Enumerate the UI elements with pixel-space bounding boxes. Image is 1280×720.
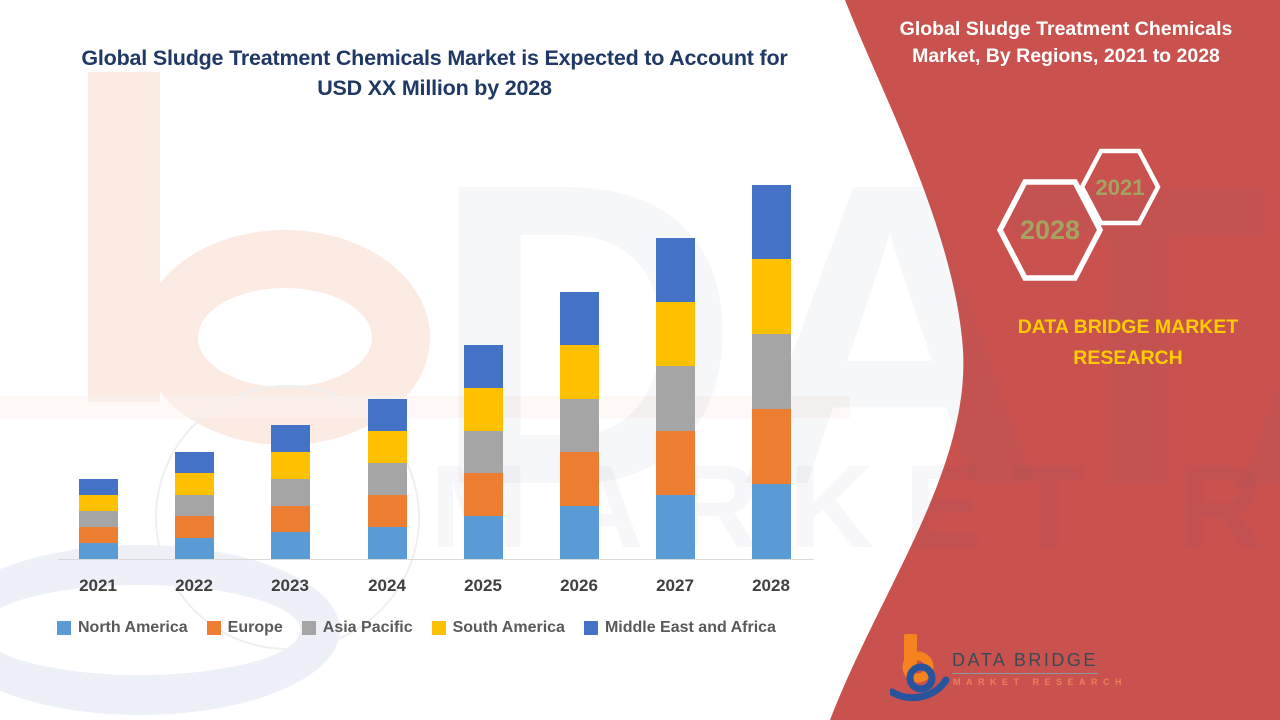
legend-label: Asia Pacific <box>322 619 413 636</box>
bar-segment-2026-asia-pacific <box>559 398 599 452</box>
bar-2025 <box>463 345 503 559</box>
bar-segment-2022-north-america <box>174 537 214 559</box>
bar-segment-2025-asia-pacific <box>463 430 503 474</box>
bar-segment-2027-europe <box>655 430 695 495</box>
legend-swatch-icon <box>206 621 221 635</box>
bar-segment-2021-europe <box>78 526 118 543</box>
bar-segment-2021-asia-pacific <box>78 510 118 527</box>
panel-title: Global Sludge Treatment Chemicals Market… <box>862 16 1270 70</box>
bar-segment-2028-europe <box>751 409 791 485</box>
bar-segment-2023-middle-east-and-africa <box>270 425 310 452</box>
bar-segment-2021-middle-east-and-africa <box>78 478 118 495</box>
x-axis-label-2026: 2026 <box>560 576 598 595</box>
logo-tagline: MARKET RESEARCH <box>953 677 1128 687</box>
x-axis-label-2022: 2022 <box>175 576 213 595</box>
bar-segment-2027-middle-east-and-africa <box>655 238 695 303</box>
bar-segment-2024-asia-pacific <box>367 462 407 495</box>
bar-segment-2028-asia-pacific <box>751 334 791 410</box>
bar-segment-2024-south-america <box>367 430 407 463</box>
red-panel-shape <box>830 0 1280 720</box>
bar-segment-2024-europe <box>367 494 407 527</box>
bar-segment-2023-europe <box>270 505 310 533</box>
data-bridge-logo-icon <box>890 634 950 702</box>
logo-wordmark: DATA BRIDGE <box>952 650 1098 670</box>
x-axis-label-2024: 2024 <box>368 576 406 595</box>
hexagon-2021-year: 2021 <box>1096 175 1145 200</box>
bar-segment-2024-middle-east-and-africa <box>367 398 407 431</box>
x-axis-label-2028: 2028 <box>752 576 790 595</box>
bar-2027 <box>655 238 695 559</box>
legend-swatch-icon <box>57 621 71 635</box>
chart-title: Global Sludge Treatment Chemicals Market… <box>57 43 812 103</box>
bar-segment-2026-north-america <box>559 505 599 559</box>
panel-title-line1: Global Sludge Treatment Chemicals <box>899 18 1233 40</box>
bar-segment-2027-south-america <box>655 302 695 367</box>
brand-text: DATA BRIDGE MARKET RESEARCH <box>1017 316 1239 369</box>
legend-item-north-america: North America <box>57 619 188 637</box>
bar-2021 <box>78 478 118 559</box>
bar-segment-2022-europe <box>174 516 214 538</box>
chart-title-line2: USD XX Million by 2028 <box>317 76 552 100</box>
bar-2024 <box>367 398 407 559</box>
legend-label: South America <box>452 619 565 636</box>
bar-2026 <box>559 291 599 559</box>
bar-segment-2028-north-america <box>751 484 791 559</box>
legend-swatch-icon <box>301 621 316 635</box>
bar-segment-2027-asia-pacific <box>655 366 695 431</box>
x-axis-label-2025: 2025 <box>464 576 502 595</box>
legend-item-south-america: South America <box>431 619 565 637</box>
bar-segment-2022-asia-pacific <box>174 494 214 517</box>
legend-swatch-icon <box>583 621 598 635</box>
logo-d-bowl <box>906 663 936 693</box>
bar-segment-2022-middle-east-and-africa <box>174 452 214 474</box>
bar-segment-2025-europe <box>463 473 503 517</box>
bar-segment-2026-south-america <box>559 345 599 399</box>
x-axis-label-2023: 2023 <box>271 576 309 595</box>
x-axis-label-2021: 2021 <box>79 576 117 595</box>
chart-legend: North America Europe Asia Pacific South Ame… <box>57 619 776 637</box>
hexagon-2028-year: 2028 <box>1020 215 1080 245</box>
bar-segment-2025-middle-east-and-africa <box>463 345 503 388</box>
bar-segment-2023-asia-pacific <box>270 478 310 506</box>
logo-swoosh <box>890 676 950 702</box>
legend-label: Middle East and Africa <box>604 619 776 636</box>
bar-segment-2026-middle-east-and-africa <box>559 291 599 345</box>
x-axis-label-2027: 2027 <box>656 576 694 595</box>
panel-title-line2: Market, By Regions, 2021 to 2028 <box>912 45 1220 67</box>
bar-segment-2027-north-america <box>655 494 695 559</box>
hexagon-2028 <box>996 179 1104 281</box>
bar-segment-2024-north-america <box>367 526 407 559</box>
bar-2022 <box>174 452 214 559</box>
bar-segment-2023-south-america <box>270 452 310 479</box>
bar-segment-2028-south-america <box>751 259 791 335</box>
legend-label: North America <box>78 619 188 636</box>
legend-swatch-icon <box>431 621 446 635</box>
bar-2023 <box>270 425 310 559</box>
year-hexagons: 2021 2028 <box>996 148 1161 281</box>
bar-segment-2028-middle-east-and-africa <box>751 184 791 260</box>
bar-segment-2023-north-america <box>270 532 310 559</box>
bar-segment-2025-north-america <box>463 516 503 559</box>
legend-label: Europe <box>227 619 283 636</box>
legend-item-middle-east-and-africa: Middle East and Africa <box>583 619 776 637</box>
hexagon-2021 <box>1079 148 1161 226</box>
bar-segment-2026-europe <box>559 452 599 506</box>
legend-item-asia-pacific: Asia Pacific <box>301 619 413 637</box>
logo-divider <box>952 673 1098 674</box>
bar-segment-2021-south-america <box>78 494 118 511</box>
bar-segment-2022-south-america <box>174 473 214 495</box>
bar-2028 <box>751 184 791 559</box>
x-axis-line <box>58 559 814 560</box>
chart-title-line1: Global Sludge Treatment Chemicals Market… <box>81 46 788 70</box>
bar-segment-2025-south-america <box>463 387 503 431</box>
legend-item-europe: Europe <box>206 619 283 637</box>
bar-segment-2021-north-america <box>78 542 118 559</box>
